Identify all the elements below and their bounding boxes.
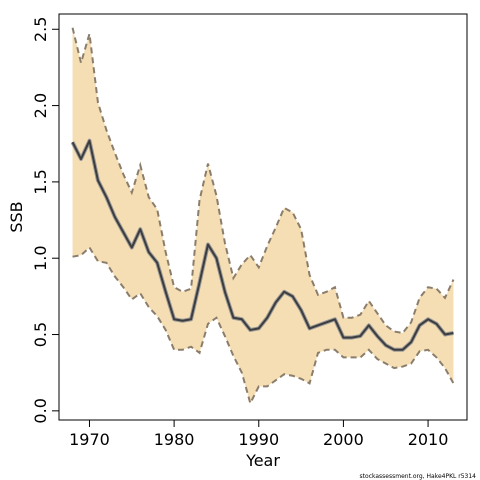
upper-bound-line — [71, 27, 455, 335]
x-tick-label: 2010 — [408, 430, 449, 449]
x-tick-label: 1990 — [238, 430, 279, 449]
x-tick-label: 1980 — [154, 430, 195, 449]
y-tick-label: 0.0 — [31, 398, 50, 423]
plot-frame — [58, 13, 468, 421]
y-tick-label: 1.5 — [31, 169, 50, 194]
y-tick-label: 2.0 — [31, 93, 50, 118]
y-tick-label: 1.0 — [31, 245, 50, 270]
x-tick-label: 2000 — [323, 430, 364, 449]
plot-area — [70, 27, 455, 406]
y-axis: 0.0 0.5 1.0 1.5 2.0 2.5 — [31, 17, 59, 424]
y-axis-label: SSB — [7, 201, 26, 232]
x-tick-label: 1970 — [69, 430, 110, 449]
x-axis: 1970 1980 1990 2000 2010 — [69, 420, 448, 449]
y-tick-label: 0.5 — [31, 322, 50, 347]
footer-credit: stockassessment.org, Hake4PKL r5314 — [360, 473, 477, 480]
x-axis-label: Year — [245, 451, 280, 470]
lower-bound-line — [72, 245, 455, 406]
confidence-band — [72, 27, 454, 404]
y-tick-label: 2.5 — [31, 17, 50, 42]
estimate-line — [71, 139, 454, 351]
